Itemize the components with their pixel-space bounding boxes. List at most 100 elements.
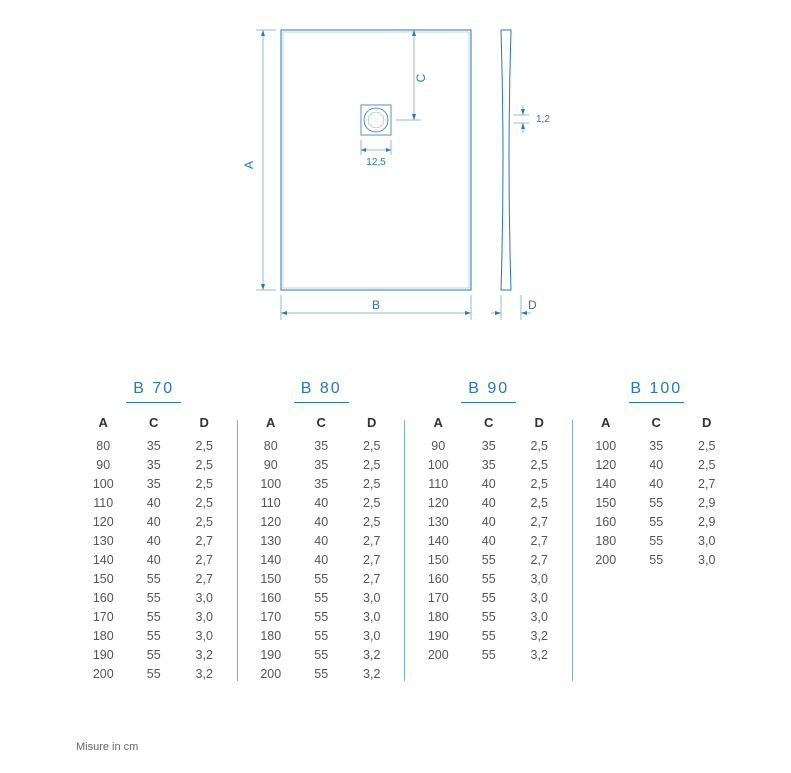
- table-cell: 40: [129, 496, 180, 510]
- table-cell: 3,2: [514, 629, 565, 643]
- table-cell: 80: [78, 439, 129, 453]
- table-cell: 200: [78, 667, 129, 681]
- table-grid: ACD90352,5100352,5110402,5120402,5130402…: [413, 415, 565, 662]
- table-cell: 2,7: [682, 477, 733, 491]
- dim-a-label: A: [242, 161, 256, 169]
- table-cell: 2,7: [514, 515, 565, 529]
- table-cell: 2,7: [347, 553, 398, 567]
- column-header: C: [296, 415, 347, 430]
- table-cell: 160: [413, 572, 464, 586]
- table-cell: 55: [464, 610, 515, 624]
- table-cell: 2,5: [179, 496, 230, 510]
- table-cell: 190: [413, 629, 464, 643]
- table-cell: 55: [129, 591, 180, 605]
- table-cell: 3,0: [179, 629, 230, 643]
- table-cell: 3,0: [514, 572, 565, 586]
- table-block: B 100ACD100352,5120402,5140402,7150552,9…: [573, 380, 741, 681]
- table-cell: 2,9: [682, 515, 733, 529]
- table-cell: 55: [129, 610, 180, 624]
- table-cell: 160: [78, 591, 129, 605]
- table-cell: 40: [296, 534, 347, 548]
- dim-d-label: D: [528, 298, 537, 312]
- dim-c-label: C: [414, 73, 428, 82]
- table-cell: 35: [296, 477, 347, 491]
- table-cell: 3,2: [179, 667, 230, 681]
- table-cell: 90: [78, 458, 129, 472]
- column-header: C: [631, 415, 682, 430]
- table-cell: 2,5: [347, 458, 398, 472]
- table-cell: 130: [413, 515, 464, 529]
- table-cell: 3,2: [347, 667, 398, 681]
- table-cell: 3,0: [682, 553, 733, 567]
- table-cell: 55: [129, 629, 180, 643]
- table-cell: 2,5: [179, 458, 230, 472]
- table-cell: 40: [129, 534, 180, 548]
- table-cell: 3,2: [514, 648, 565, 662]
- table-cell: 55: [631, 515, 682, 529]
- table-cell: 120: [581, 458, 632, 472]
- table-cell: 80: [246, 439, 297, 453]
- table-cell: 140: [413, 534, 464, 548]
- thickness-label: 1,2: [536, 114, 550, 125]
- dim-b-label: B: [371, 298, 379, 312]
- technical-diagram: 12,5 A C B 1,2: [0, 20, 791, 350]
- table-cell: 40: [296, 496, 347, 510]
- table-cell: 35: [129, 439, 180, 453]
- table-cell: 55: [296, 667, 347, 681]
- table-cell: 150: [78, 572, 129, 586]
- table-cell: 2,5: [347, 477, 398, 491]
- table-cell: 40: [296, 515, 347, 529]
- column-header: A: [78, 415, 129, 430]
- table-cell: 2,7: [179, 553, 230, 567]
- table-cell: 90: [413, 439, 464, 453]
- table-cell: 55: [464, 572, 515, 586]
- table-cell: 55: [464, 591, 515, 605]
- table-cell: 170: [78, 610, 129, 624]
- column-header: D: [347, 415, 398, 430]
- table-cell: 2,5: [347, 515, 398, 529]
- table-cell: 2,5: [514, 496, 565, 510]
- table-cell: 130: [78, 534, 129, 548]
- table-cell: 2,5: [347, 496, 398, 510]
- table-cell: 3,0: [347, 591, 398, 605]
- table-cell: 35: [129, 458, 180, 472]
- table-cell: 2,7: [179, 572, 230, 586]
- table-cell: 90: [246, 458, 297, 472]
- table-cell: 100: [78, 477, 129, 491]
- table-cell: 2,5: [347, 439, 398, 453]
- table-cell: 2,7: [347, 534, 398, 548]
- table-cell: 140: [78, 553, 129, 567]
- table-cell: 200: [246, 667, 297, 681]
- table-cell: 55: [296, 610, 347, 624]
- table-cell: 35: [464, 439, 515, 453]
- table-cell: 110: [246, 496, 297, 510]
- table-cell: 200: [413, 648, 464, 662]
- table-cell: 110: [78, 496, 129, 510]
- table-cell: 40: [464, 515, 515, 529]
- table-cell: 160: [581, 515, 632, 529]
- table-cell: 55: [464, 553, 515, 567]
- table-cell: 130: [246, 534, 297, 548]
- table-cell: 55: [464, 629, 515, 643]
- table-cell: 3,0: [682, 534, 733, 548]
- table-cell: 2,5: [179, 515, 230, 529]
- table-cell: 2,5: [514, 439, 565, 453]
- table-cell: 2,9: [682, 496, 733, 510]
- table-cell: 160: [246, 591, 297, 605]
- column-header: A: [581, 415, 632, 430]
- table-block: B 90ACD90352,5100352,5110402,5120402,513…: [405, 380, 573, 681]
- column-header: D: [179, 415, 230, 430]
- table-cell: 40: [631, 477, 682, 491]
- column-header: C: [464, 415, 515, 430]
- table-cell: 35: [631, 439, 682, 453]
- table-cell: 3,0: [179, 610, 230, 624]
- column-header: A: [413, 415, 464, 430]
- table-cell: 3,2: [179, 648, 230, 662]
- table-cell: 3,0: [347, 610, 398, 624]
- table-cell: 150: [581, 496, 632, 510]
- table-cell: 2,7: [514, 553, 565, 567]
- table-cell: 180: [581, 534, 632, 548]
- table-cell: 55: [631, 534, 682, 548]
- table-cell: 120: [78, 515, 129, 529]
- table-cell: 140: [581, 477, 632, 491]
